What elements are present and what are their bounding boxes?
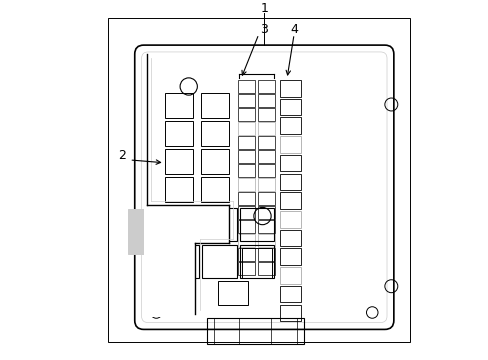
Bar [107, 18, 409, 342]
Bar [206, 318, 303, 344]
Bar [258, 206, 274, 219]
Bar [202, 208, 236, 241]
Bar [279, 230, 300, 246]
Bar [258, 150, 274, 163]
Bar [217, 281, 247, 305]
Bar [238, 220, 254, 233]
Bar [238, 192, 254, 205]
Bar [238, 178, 254, 191]
Bar [258, 122, 274, 135]
Bar [164, 208, 199, 241]
Bar [164, 177, 192, 202]
Bar [258, 94, 274, 107]
Bar [258, 136, 274, 149]
Bar [258, 164, 274, 177]
Bar [238, 262, 254, 275]
Text: 2: 2 [118, 149, 126, 162]
Text: 1: 1 [260, 2, 268, 15]
Bar [164, 245, 199, 278]
Bar [258, 234, 274, 247]
Bar [202, 245, 236, 278]
Bar [238, 234, 254, 247]
Bar [258, 220, 274, 233]
Bar [152, 229, 175, 254]
Bar [240, 208, 274, 241]
Bar [258, 192, 274, 205]
Bar [238, 164, 254, 177]
Bar [200, 121, 228, 146]
Bar [238, 80, 254, 93]
Bar [200, 93, 228, 118]
Bar [258, 80, 274, 93]
Bar [279, 136, 300, 153]
Bar [241, 248, 271, 278]
Bar [279, 248, 300, 265]
Bar [240, 245, 274, 278]
Bar [258, 178, 274, 191]
Bar [279, 99, 300, 115]
Bar [164, 93, 192, 118]
Polygon shape [143, 205, 230, 317]
Bar [238, 206, 254, 219]
Bar [279, 305, 300, 321]
Bar [200, 177, 228, 202]
Bar [238, 94, 254, 107]
Bar [164, 149, 192, 174]
Bar [279, 155, 300, 171]
Bar [238, 108, 254, 121]
Bar [279, 267, 300, 284]
Bar [164, 121, 192, 146]
Bar [238, 122, 254, 135]
Bar [238, 150, 254, 163]
Bar [279, 211, 300, 228]
Bar [238, 248, 254, 261]
Bar [258, 262, 274, 275]
Bar [200, 149, 228, 174]
Text: 4: 4 [290, 23, 298, 36]
Bar [164, 205, 192, 230]
Bar [258, 108, 274, 121]
Bar [279, 80, 300, 96]
Bar [279, 286, 300, 302]
Text: 3: 3 [260, 23, 268, 36]
Bar [279, 117, 300, 134]
Bar [238, 136, 254, 149]
Bar [200, 205, 228, 230]
Bar [279, 174, 300, 190]
Bar [127, 209, 143, 254]
Bar [258, 248, 274, 261]
Bar [279, 192, 300, 209]
